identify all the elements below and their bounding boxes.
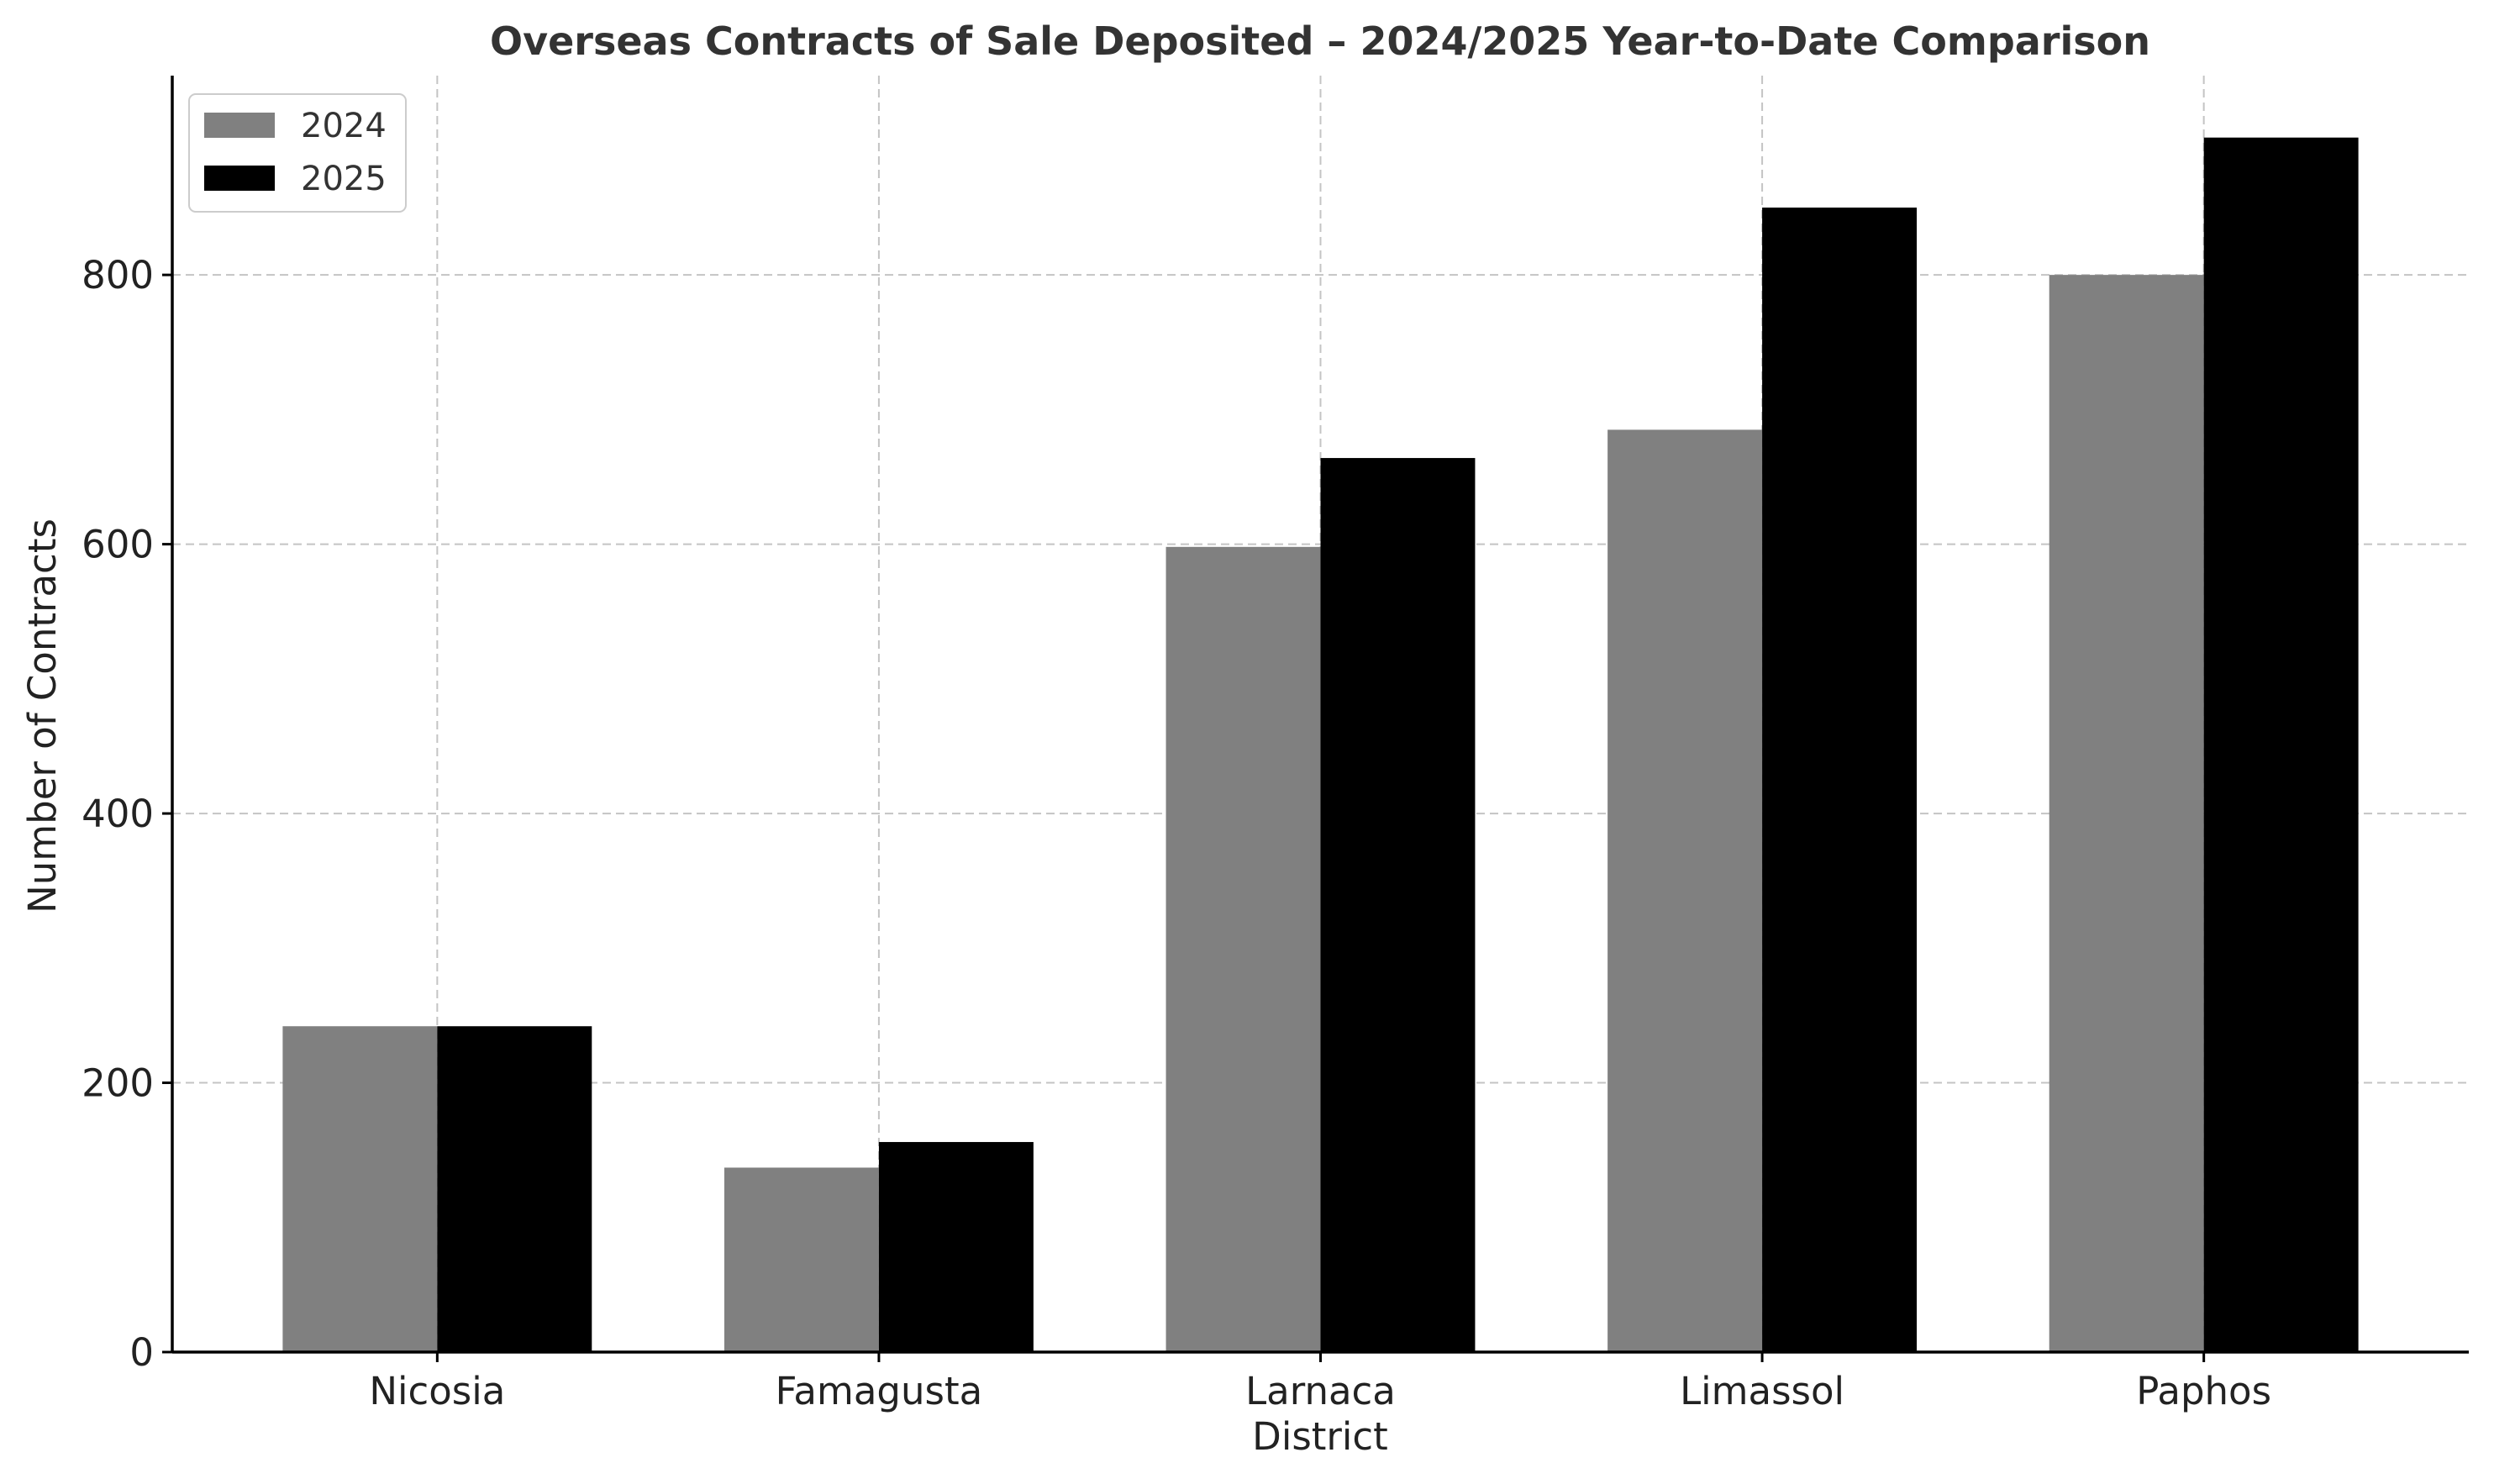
legend-label-2025: 2025 xyxy=(301,160,387,198)
legend-swatch-2024 xyxy=(204,113,275,138)
y-tick-label: 200 xyxy=(82,1061,154,1106)
x-tick-label: Famagusta xyxy=(776,1369,983,1413)
y-axis-label: Number of Contracts xyxy=(20,518,65,913)
x-ticks: Nicosia Famagusta Larnaca Limassol Paphos xyxy=(369,1352,2271,1413)
legend: 2024 2025 xyxy=(188,93,407,213)
bar-2025-larnaca xyxy=(1320,458,1476,1352)
bar-2024-larnaca xyxy=(1165,546,1321,1352)
bar-2025-nicosia xyxy=(437,1026,592,1352)
chart-title: Overseas Contracts of Sale Deposited – 2… xyxy=(490,18,2150,64)
legend-swatch-2025 xyxy=(204,166,275,191)
bar-2025-limassol xyxy=(1762,208,1918,1352)
y-tick-label: 800 xyxy=(82,253,154,297)
y-tick-label: 0 xyxy=(129,1330,154,1375)
bar-2024-limassol xyxy=(1607,429,1763,1352)
x-axis-label: District xyxy=(1252,1414,1388,1459)
y-ticks: 0 200 400 600 800 xyxy=(82,253,172,1375)
bars xyxy=(282,137,2359,1353)
x-tick-label: Nicosia xyxy=(369,1369,505,1413)
bar-2025-paphos xyxy=(2203,137,2359,1352)
y-tick-label: 400 xyxy=(82,792,154,836)
bar-2024-paphos xyxy=(2049,275,2204,1353)
legend-label-2024: 2024 xyxy=(301,107,387,145)
x-tick-label: Larnaca xyxy=(1245,1369,1396,1413)
x-tick-label: Limassol xyxy=(1680,1369,1844,1413)
bar-2024-famagusta xyxy=(723,1167,879,1352)
bar-2024-nicosia xyxy=(282,1026,438,1352)
x-tick-label: Paphos xyxy=(2136,1369,2271,1413)
bar-2025-famagusta xyxy=(878,1142,1034,1352)
y-tick-label: 600 xyxy=(82,523,154,567)
